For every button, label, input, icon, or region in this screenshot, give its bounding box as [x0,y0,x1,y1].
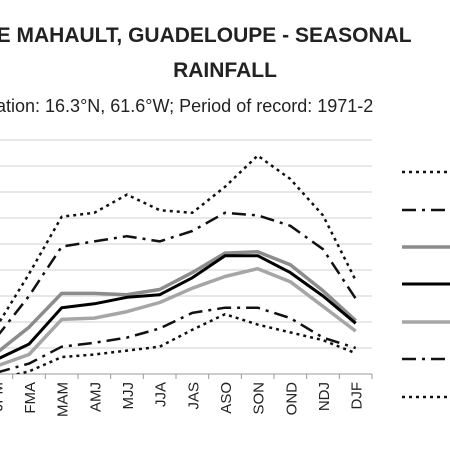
x-tick-label: JAS [185,382,202,410]
series-line-3 [0,250,357,353]
x-tick-label: JFM [0,382,6,411]
chart-title: LIE MAHAULT, GUADELOUPE - SEASONAL RAINF… [0,0,450,90]
x-tick-label: SON [251,382,268,415]
series-line-7 [12,312,357,374]
chart-title-line-2: RAINFALL [173,59,277,82]
x-tick-label: NDJ [316,382,333,411]
x-tick-label: MAM [55,382,72,417]
chart-title-line-1: LIE MAHAULT, GUADELOUPE - SEASONAL [0,24,412,47]
series-line-2 [0,211,357,335]
series-line-4 [0,254,357,360]
x-tick-label: ASO [218,382,235,414]
series-line-6 [0,306,357,373]
x-tick-label: MJJ [120,382,137,410]
x-tick-label: OND [283,382,300,416]
chart-subtitle: ation: 16.3°N, 61.6°W; Period of record:… [0,96,374,116]
x-tick-label: AMJ [87,382,104,412]
x-tick-label: DJF [349,382,366,410]
x-tick-label: FMA [22,382,39,414]
x-tick-label: JJA [153,382,170,407]
series-line-5 [0,266,357,367]
